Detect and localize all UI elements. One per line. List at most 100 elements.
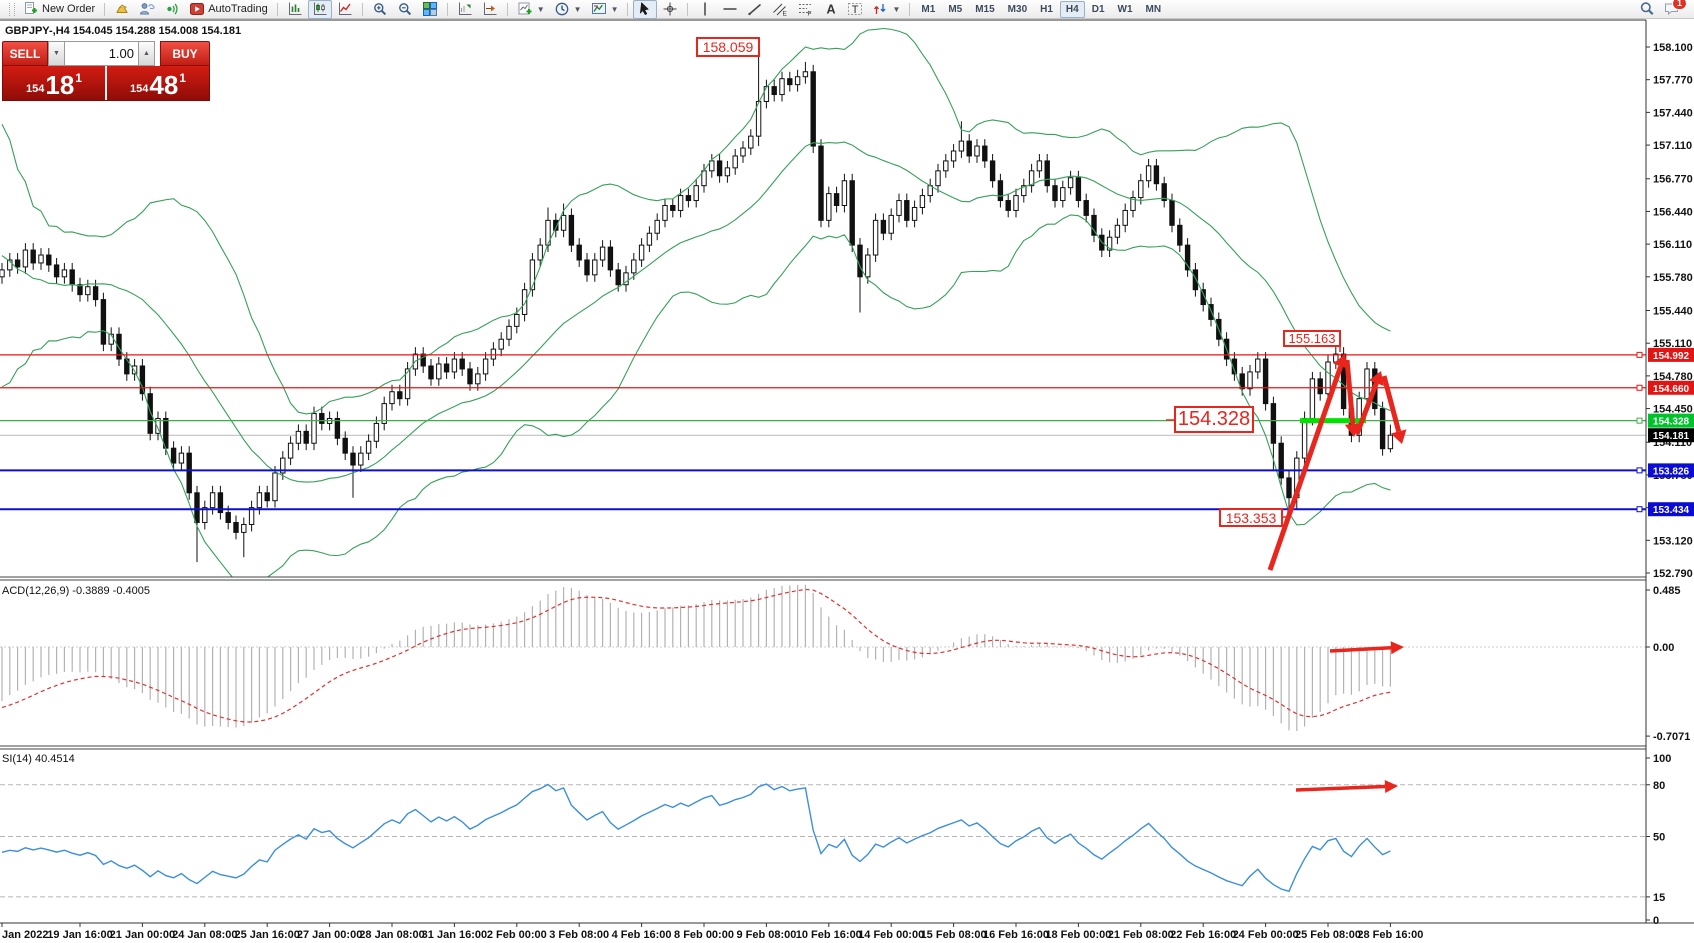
svg-text:18 Feb 00:00: 18 Feb 00:00 (1045, 929, 1111, 941)
buy-price-display[interactable]: 154 48 1 (107, 66, 209, 100)
toolbar-grip (9, 2, 15, 16)
timeframe-button-d1[interactable]: D1 (1091, 3, 1105, 15)
svg-text:28 Feb 16:00: 28 Feb 16:00 (1357, 929, 1423, 941)
horizontal-line-icon[interactable] (718, 0, 742, 19)
svg-text:E: E (783, 11, 788, 18)
macd-pane (0, 584, 1646, 731)
horizontal-level-lines[interactable] (0, 351, 1646, 513)
chevron-down-icon: ▼ (892, 4, 901, 14)
volume-decrease-button[interactable]: ▼ (48, 41, 65, 66)
zoom-in-icon[interactable] (368, 0, 392, 19)
svg-text:F: F (808, 11, 812, 18)
sell-price-sup: 1 (75, 71, 82, 85)
chart-shift-icon[interactable] (453, 0, 477, 19)
svg-text:80: 80 (1653, 780, 1665, 792)
vertical-line-icon[interactable] (693, 0, 717, 19)
svg-text:22 Feb 16:00: 22 Feb 16:00 (1170, 929, 1236, 941)
volume-input[interactable]: 1.00 (65, 41, 138, 66)
timeframe-button-h4[interactable]: H4 (1059, 0, 1085, 18)
svg-text:153.826: 153.826 (1653, 466, 1690, 477)
arrows-icon[interactable]: ▼ (868, 0, 904, 19)
price-axis-badges: 154.992 154.660 154.328 154.181 153.826 153.4… (1648, 347, 1694, 517)
toolbar-separator (104, 2, 106, 16)
svg-text:50: 50 (1653, 832, 1665, 844)
svg-text:157.440: 157.440 (1653, 107, 1693, 119)
alerts-icon[interactable] (160, 0, 184, 19)
periods-icon[interactable]: ▼ (550, 0, 586, 19)
svg-text:2 Feb 00:00: 2 Feb 00:00 (487, 929, 547, 941)
timeframe-button-m15[interactable]: M15 (975, 3, 995, 15)
svg-text:T: T (852, 4, 859, 16)
svg-text:31 Jan 16:00: 31 Jan 16:00 (422, 929, 487, 941)
sell-button[interactable]: SELL (2, 41, 48, 66)
text-label-icon[interactable]: T (843, 0, 867, 19)
new-chart-icon[interactable]: ▼ (513, 0, 549, 19)
toolbar-separator (446, 2, 448, 16)
zoom-out-icon[interactable] (393, 0, 417, 19)
chevron-down-icon: ▼ (573, 4, 582, 14)
buy-price-sup: 1 (179, 71, 186, 85)
price-annotation-label[interactable]: 154.328 (1174, 406, 1254, 433)
bar-chart-icon[interactable] (283, 0, 307, 19)
timeframe-button-h1[interactable]: H1 (1040, 3, 1053, 15)
toolbar-separator (687, 2, 689, 16)
svg-text:152.790: 152.790 (1653, 568, 1693, 580)
text-icon[interactable]: A (818, 0, 842, 19)
chat-icon[interactable]: 1 (1660, 0, 1694, 19)
fibonacci-icon[interactable]: F (793, 0, 817, 19)
crosshair-icon[interactable] (658, 0, 682, 19)
buy-button[interactable]: BUY (160, 41, 210, 66)
sell-price-prefix: 154 (26, 83, 45, 95)
sell-price-big: 18 (45, 70, 75, 100)
new-order-button[interactable]: New Order (19, 0, 99, 19)
drawn-annotations[interactable] (756, 47, 1407, 794)
svg-text:156.770: 156.770 (1653, 174, 1693, 186)
timeframe-button-w1[interactable]: W1 (1117, 3, 1133, 15)
axes-and-borders: 158.100 157.770 157.440 157.110 156.770 156.4… (0, 19, 1694, 941)
profile-upload-icon[interactable] (135, 0, 159, 19)
autotrading-button[interactable]: AutoTrading (185, 0, 272, 19)
candlestick-chart-icon[interactable] (307, 0, 332, 19)
timeframe-button-mn[interactable]: MN (1145, 3, 1162, 15)
svg-text:155.440: 155.440 (1653, 305, 1693, 317)
svg-text:4 Feb 16:00: 4 Feb 16:00 (612, 929, 672, 941)
autotrading-button-label: AutoTrading (208, 3, 268, 15)
new-order-button-label: New Order (42, 3, 96, 15)
svg-text:Jan 2022: Jan 2022 (2, 929, 48, 941)
svg-text:21 Feb 08:00: 21 Feb 08:00 (1108, 929, 1174, 941)
auto-scroll-icon[interactable] (478, 0, 502, 19)
macd-indicator-label: ACD(12,26,9) -0.3889 -0.4005 (2, 585, 150, 597)
trendline-icon[interactable] (743, 0, 767, 19)
gold-ingot-icon[interactable] (110, 0, 134, 19)
svg-text:24 Jan 08:00: 24 Jan 08:00 (172, 929, 237, 941)
price-annotation-label[interactable]: 155.163 (1283, 330, 1341, 347)
svg-text:158.100: 158.100 (1653, 42, 1693, 54)
svg-text:156.110: 156.110 (1653, 239, 1692, 251)
main-toolbar: New Order AutoTrading ▼ ▼ ▼ E F A T ▼ M1 M5 M15 M30 H1… (0, 0, 1694, 19)
timeframe-button-m1[interactable]: M1 (921, 3, 936, 15)
sell-price-display[interactable]: 154 18 1 (3, 66, 107, 100)
tile-windows-icon[interactable] (418, 0, 442, 19)
svg-text:8 Feb 00:00: 8 Feb 00:00 (674, 929, 734, 941)
rsi-indicator-label: SI(14) 40.4514 (2, 753, 75, 765)
price-annotation-label[interactable]: 153.353 (1219, 508, 1283, 527)
svg-text:9 Feb 08:00: 9 Feb 08:00 (736, 929, 796, 941)
cursor-icon[interactable] (633, 0, 658, 19)
svg-text:156.440: 156.440 (1653, 206, 1693, 218)
volume-increase-button[interactable]: ▲ (138, 41, 155, 66)
svg-text:24 Feb 00:00: 24 Feb 00:00 (1233, 929, 1299, 941)
timeframe-button-m5[interactable]: M5 (948, 3, 963, 15)
line-chart-icon[interactable] (333, 0, 357, 19)
channel-icon[interactable]: E (768, 0, 792, 19)
search-icon[interactable] (1635, 0, 1659, 19)
svg-text:154.450: 154.450 (1653, 404, 1693, 416)
toolbar-separator (627, 2, 629, 16)
chat-unread-badge: 1 (1671, 0, 1687, 10)
toolbar-separator (506, 2, 508, 16)
svg-text:A: A (827, 3, 836, 17)
templates-icon[interactable]: ▼ (587, 0, 623, 19)
timeframe-button-m30[interactable]: M30 (1007, 3, 1028, 15)
price-annotation-label[interactable]: 158.059 (696, 37, 760, 57)
svg-text:16 Feb 16:00: 16 Feb 16:00 (983, 929, 1049, 941)
